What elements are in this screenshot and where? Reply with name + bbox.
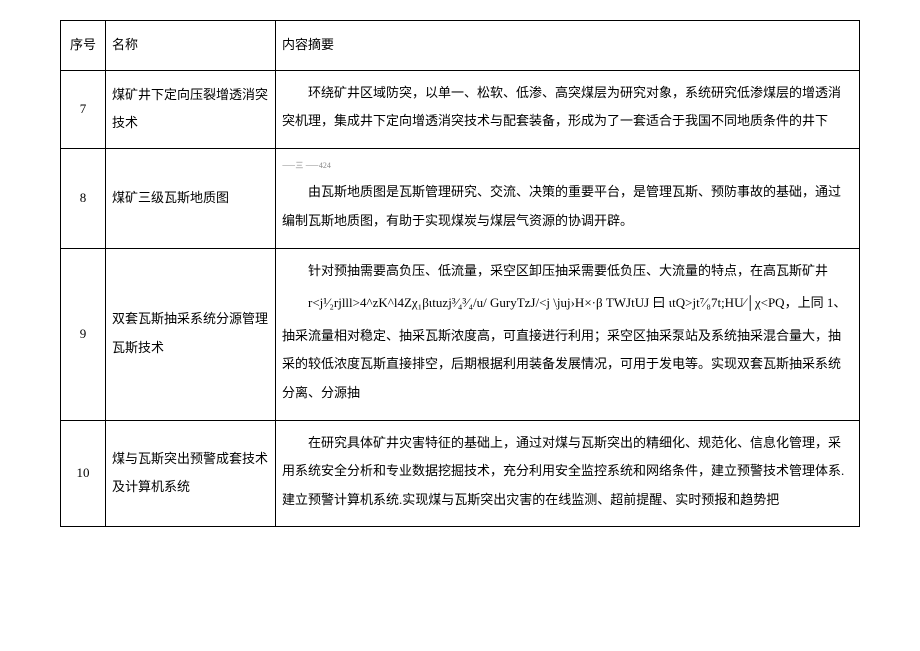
- header-content: 内容摘要: [276, 21, 860, 71]
- row-content: 在研究具体矿井灾害特征的基础上，通过对煤与瓦斯突出的精细化、规范化、信息化管理，…: [276, 420, 860, 527]
- header-num: 序号: [61, 21, 106, 71]
- row-num: 8: [61, 148, 106, 248]
- row-name: 煤矿三级瓦斯地质图: [106, 148, 276, 248]
- content-paragraph: 抽采流量相对稳定、抽采瓦斯浓度高，可直接进行利用；采空区抽采泵站及系统抽采混合量…: [282, 322, 853, 408]
- header-row: 序号 名称 内容摘要: [61, 21, 860, 71]
- row-content: 环绕矿井区域防突，以单一、松软、低渗、高突煤层为研究对象，系统研究低渗煤层的增透…: [276, 70, 860, 148]
- content-paragraph: 由瓦斯地质图是瓦斯管理研究、交流、决策的重要平台，是管理瓦斯、预防事故的基础，通…: [282, 178, 853, 235]
- content-table: 序号 名称 内容摘要 7 煤矿井下定向压裂增透消突技术 环绕矿井区域防突，以单一…: [60, 20, 860, 527]
- content-paragraph: r<j¹⁄₂rjlll>4^zK^l4Zχ₁βιtuzj³⁄₄³⁄₄/u/ Gu…: [282, 289, 853, 318]
- row-num: 7: [61, 70, 106, 148]
- tiny-text: ⸺三 ⸺424: [282, 157, 853, 175]
- header-name: 名称: [106, 21, 276, 71]
- content-paragraph: 针对预抽需要高负压、低流量，采空区卸压抽采需要低负压、大流量的特点，在高瓦斯矿井: [282, 257, 853, 286]
- row-content: 针对预抽需要高负压、低流量，采空区卸压抽采需要低负压、大流量的特点，在高瓦斯矿井…: [276, 248, 860, 420]
- table-row: 9 双套瓦斯抽采系统分源管理瓦斯技术 针对预抽需要高负压、低流量，采空区卸压抽采…: [61, 248, 860, 420]
- row-name: 双套瓦斯抽采系统分源管理瓦斯技术: [106, 248, 276, 420]
- row-name: 煤与瓦斯突出预警成套技术及计算机系统: [106, 420, 276, 527]
- table-row: 7 煤矿井下定向压裂增透消突技术 环绕矿井区域防突，以单一、松软、低渗、高突煤层…: [61, 70, 860, 148]
- content-paragraph: 环绕矿井区域防突，以单一、松软、低渗、高突煤层为研究对象，系统研究低渗煤层的增透…: [282, 79, 853, 136]
- row-num: 9: [61, 248, 106, 420]
- table-row: 10 煤与瓦斯突出预警成套技术及计算机系统 在研究具体矿井灾害特征的基础上，通过…: [61, 420, 860, 527]
- row-name: 煤矿井下定向压裂增透消突技术: [106, 70, 276, 148]
- content-paragraph: 在研究具体矿井灾害特征的基础上，通过对煤与瓦斯突出的精细化、规范化、信息化管理，…: [282, 429, 853, 515]
- row-content: ⸺三 ⸺424 由瓦斯地质图是瓦斯管理研究、交流、决策的重要平台，是管理瓦斯、预…: [276, 148, 860, 248]
- row-num: 10: [61, 420, 106, 527]
- table-row: 8 煤矿三级瓦斯地质图 ⸺三 ⸺424 由瓦斯地质图是瓦斯管理研究、交流、决策的…: [61, 148, 860, 248]
